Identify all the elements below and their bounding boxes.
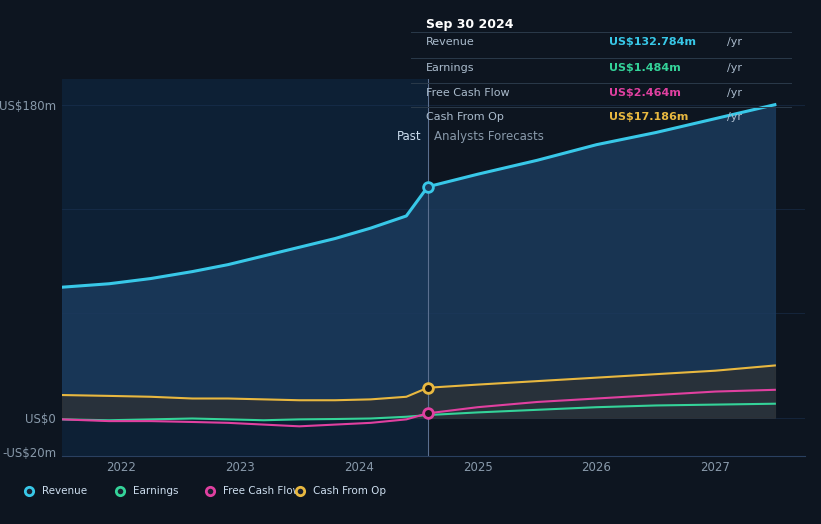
Bar: [428, 79, 821, 456]
Text: /yr: /yr: [727, 63, 742, 73]
Text: Cash From Op: Cash From Op: [426, 112, 503, 122]
Text: US$132.784m: US$132.784m: [609, 37, 696, 47]
Text: /yr: /yr: [727, 88, 742, 97]
Bar: [62, 79, 428, 456]
Text: US$17.186m: US$17.186m: [609, 112, 688, 122]
Text: Past: Past: [397, 130, 422, 143]
Text: Earnings: Earnings: [426, 63, 475, 73]
Text: /yr: /yr: [727, 37, 742, 47]
Text: /yr: /yr: [727, 112, 742, 122]
Text: Cash From Op: Cash From Op: [314, 486, 386, 496]
Text: Revenue: Revenue: [426, 37, 475, 47]
Text: Free Cash Flow: Free Cash Flow: [223, 486, 301, 496]
Text: Revenue: Revenue: [43, 486, 87, 496]
Text: US$2.464m: US$2.464m: [609, 88, 681, 97]
Text: Earnings: Earnings: [133, 486, 178, 496]
Text: US$1.484m: US$1.484m: [609, 63, 681, 73]
Text: Analysts Forecasts: Analysts Forecasts: [433, 130, 544, 143]
Text: Sep 30 2024: Sep 30 2024: [426, 18, 513, 31]
Text: Free Cash Flow: Free Cash Flow: [426, 88, 509, 97]
